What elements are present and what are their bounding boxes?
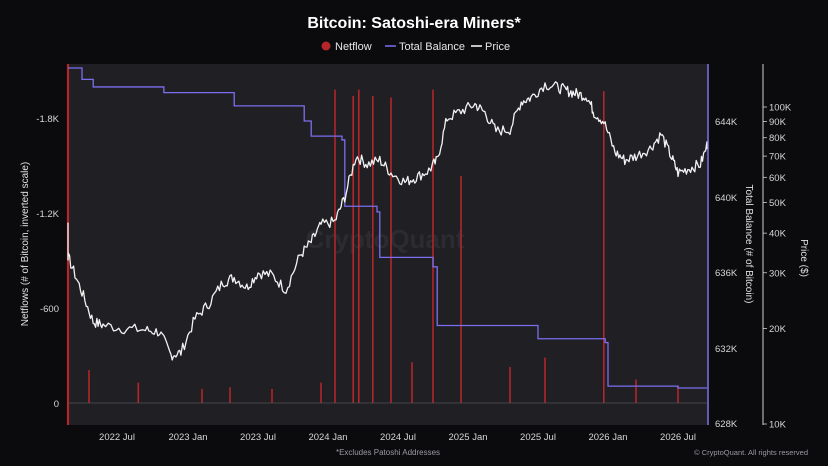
legend-netflow-marker	[321, 41, 331, 51]
mid-tick-label: 628K	[715, 419, 738, 430]
right-tick-label: 60K	[769, 173, 787, 184]
x-axis-ticks: 2022 Jul 2023 Jan 2023 Jul 2024 Jan 2024 Jul…	[99, 432, 696, 443]
left-tick-label: 0	[54, 399, 59, 410]
left-axis-label: Netflows (# of Bitcoin, inverted scale)	[20, 162, 31, 327]
right-tick-label: 90K	[769, 117, 787, 128]
mid-tick-label: 636K	[715, 268, 738, 279]
left-tick-label: -1.2K	[36, 209, 59, 220]
x-tick-label: 2025 Jul	[520, 432, 556, 443]
total-balance-line	[68, 67, 707, 389]
credit: © CryptoQuant. All rights reserved	[694, 448, 808, 457]
left-tick-label: -600	[40, 304, 59, 315]
x-tick-label: 2025 Jan	[448, 432, 487, 443]
mid-axis-label: Total Balance (# of Bitcoin)	[743, 185, 754, 304]
x-tick-label: 2023 Jan	[168, 432, 207, 443]
right-tick-label: 50K	[769, 198, 787, 209]
x-tick-label: 2023 Jul	[240, 432, 276, 443]
x-tick-label: 2022 Jul	[99, 432, 135, 443]
right-tick-label: 10K	[769, 420, 787, 431]
x-tick-label: 2026 Jan	[588, 432, 627, 443]
x-tick-label: 2026 Jul	[660, 432, 696, 443]
right-tick-label: 100K	[769, 103, 792, 114]
watermark: CryptoQuant	[306, 224, 465, 254]
right-axis-ticks: 100K 90K 80K 70K 60K 50K 40K 30K 20K 10K	[763, 103, 792, 431]
mid-tick-label: 632K	[715, 344, 738, 355]
chart-title: Bitcoin: Satoshi-era Miners*	[307, 15, 521, 32]
legend-total-balance-label[interactable]: Total Balance	[399, 41, 465, 53]
x-tick-label: 2024 Jan	[308, 432, 347, 443]
right-axis-label: Price ($)	[798, 239, 809, 277]
legend[interactable]: Netflow Total Balance Price	[321, 41, 511, 53]
right-tick-label: 20K	[769, 324, 787, 335]
right-tick-label: 70K	[769, 152, 787, 163]
left-tick-label: -1.8K	[36, 114, 59, 125]
mid-tick-label: 640K	[715, 193, 738, 204]
legend-price-label[interactable]: Price	[485, 41, 510, 53]
plot-area	[68, 64, 707, 425]
left-axis-ticks: -1.8K -1.2K -600 0	[36, 114, 59, 410]
price-line	[67, 81, 708, 361]
right-tick-label: 40K	[769, 229, 787, 240]
mid-axis-ticks: 644K 640K 636K 632K 628K	[715, 117, 738, 430]
netflow-series	[66, 64, 679, 425]
legend-netflow-label[interactable]: Netflow	[335, 41, 372, 53]
right-tick-label: 80K	[769, 133, 787, 144]
footnote: *Excludes Patoshi Addresses	[336, 448, 440, 457]
right-tick-label: 30K	[769, 268, 787, 279]
x-tick-label: 2024 Jul	[380, 432, 416, 443]
mid-tick-label: 644K	[715, 117, 738, 128]
